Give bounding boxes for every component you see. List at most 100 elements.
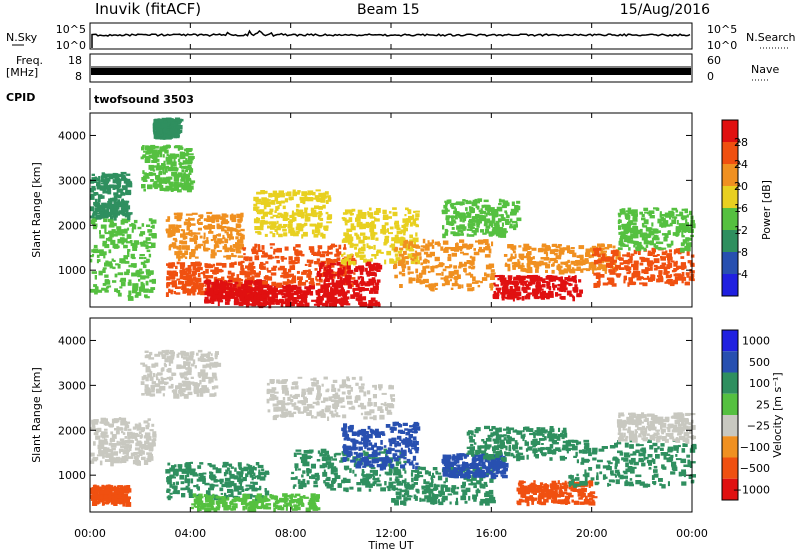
velocity-panel: 1000 2000 3000 4000 Slant Range [km] 1000 50… [30,317,784,513]
power-colorbar-swatch [722,208,738,230]
power-colorbar: 28 24 20 16 12 8 4 [721,119,748,297]
freq-tick-high: 18 [68,54,82,67]
power-colorbar-swatch [722,230,738,252]
power-colorbar-swatch [722,252,738,274]
power-colorbar-tick: 4 [741,268,748,281]
velocity-colorbar-swatch [722,330,738,352]
velocity-y-ticks: 1000 2000 3000 4000 [58,334,692,482]
x-tick-label: 00:00 [74,527,106,540]
scatter-region [441,453,509,479]
velocity-colorbar-tick: −25 [747,420,770,433]
power-colorbar-swatch [722,164,738,186]
power-colorbar-tick: 20 [734,180,748,193]
x-tick-label: 16:00 [475,527,507,540]
x-axis: 00:00 04:00 08:00 12:00 16:00 20:00 00:00 [74,23,708,540]
nsky-tick-low: 10^0 [56,39,86,52]
velocity-colorbar-swatch [722,478,738,500]
power-colorbar-swatch [722,274,738,296]
y-tick-label: 4000 [58,129,86,142]
velocity-colorbar-tick: −100 [740,441,770,454]
power-colorbar-tick: 28 [734,136,748,149]
scatter-region [90,417,157,467]
scatter-region [617,207,696,253]
scatter-region [393,238,496,292]
velocity-colorbar-swatch [722,457,738,479]
velocity-colorbar-tick: 500 [749,356,770,369]
nsky-label: N.Sky [6,31,38,44]
nave-tick-low: 0 [707,70,714,83]
scatter-region [466,425,571,462]
velocity-colorbar-label: Velocity [m s⁻¹] [771,372,784,457]
velocity-data [90,349,697,513]
scatter-region [140,349,222,399]
scatter-region [253,189,333,239]
power-colorbar-label: Power [dB] [760,180,773,240]
nsky-panel: N.Sky 10^5 10^0 10^5 10^0 N.Search [6,22,796,52]
scatter-region [90,171,133,221]
scatter-region [441,198,522,239]
nsearch-label: N.Search [746,31,796,44]
cpid-panel: CPID twofsound 3503 [6,88,194,110]
power-colorbar-swatch [722,186,738,208]
scatter-region [152,117,184,140]
y-tick-label: 2000 [58,219,86,232]
velocity-colorbar-swatch [722,415,738,437]
velocity-colorbar-swatch [722,393,738,415]
nsearch-tick-low: 10^0 [707,39,737,52]
power-ylabel: Slant Range [km] [30,162,43,258]
scatter-region [191,493,321,513]
beam-title: Beam 15 [357,2,420,18]
scatter-region [165,261,258,297]
velocity-ylabel: Slant Range [km] [30,367,43,463]
scatter-region [616,412,696,444]
scatter-region [165,211,245,262]
x-tick-label: 08:00 [275,527,307,540]
scatter-region [340,207,420,266]
y-tick-label: 3000 [58,379,86,392]
velocity-colorbar-tick: 100 [749,377,770,390]
nave-series [91,66,691,68]
nsky-series-line [91,29,691,48]
y-tick-label: 4000 [58,334,86,347]
velocity-colorbar-tick: −500 [740,462,770,475]
station-title: Inuvik (fitACF) [95,0,202,18]
power-colorbar-tick: 12 [734,224,748,237]
velocity-colorbar: 1000 500 100 25 −25 −100 −500 −1000 [721,329,770,501]
scatter-region [90,217,157,301]
y-tick-label: 2000 [58,424,86,437]
nave-tick-high: 60 [707,54,721,67]
y-tick-label: 1000 [58,469,86,482]
x-tick-label: 04:00 [174,527,206,540]
power-colorbar-tick: 16 [734,202,748,215]
scatter-region [90,484,132,507]
nsearch-tick-high: 10^5 [707,23,737,36]
freq-panel: Freq. [MHz] 18 8 60 0 Nave [6,53,779,83]
nsky-tick-high: 10^5 [56,23,86,36]
freq-label: Freq. [16,54,43,67]
scatter-region [266,376,396,421]
power-colorbar-tick: 8 [741,246,748,259]
velocity-colorbar-tick: −1000 [733,483,770,496]
power-colorbar-tick: 24 [734,158,748,171]
power-data [90,117,696,309]
date-title: 15/Aug/2016 [619,2,710,18]
scatter-region [566,439,697,489]
velocity-colorbar-swatch [722,351,738,373]
cpid-value: twofsound 3503 [94,93,194,106]
nave-label: Nave [751,63,779,76]
x-tick-label: 12:00 [375,527,407,540]
power-colorbar-swatch [722,142,738,164]
freq-units-label: [MHz] [6,66,38,79]
velocity-colorbar-swatch [722,436,738,458]
x-tick-label: 20:00 [576,527,608,540]
x-tick-label: 00:00 [676,527,708,540]
velocity-colorbar-tick: 25 [756,398,770,411]
scatter-region [316,261,383,309]
scatter-region [140,144,196,193]
y-tick-label: 3000 [58,174,86,187]
velocity-colorbar-tick: 1000 [742,335,770,348]
y-tick-label: 1000 [58,264,86,277]
x-axis-label: Time UT [367,539,413,552]
cpid-label: CPID [6,91,35,104]
